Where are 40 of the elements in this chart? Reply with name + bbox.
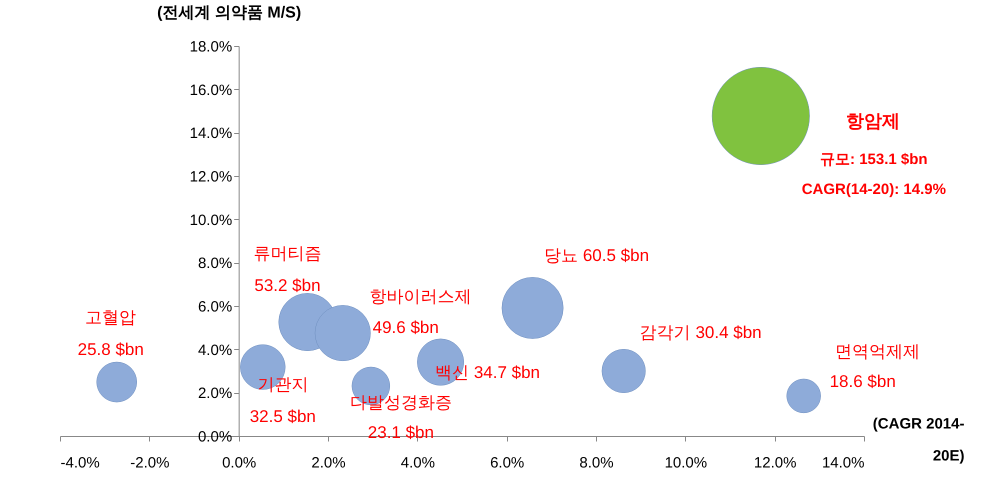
annotation: CAGR(14-20): 14.9% bbox=[802, 180, 946, 198]
annotation: 49.6 $bn bbox=[372, 318, 439, 338]
x-tick-label: 4.0% bbox=[400, 454, 435, 472]
annotation: 항암제 bbox=[846, 110, 900, 131]
x-tick-label: -4.0% bbox=[60, 454, 100, 472]
annotation: 다발성경화증 bbox=[350, 392, 452, 412]
annotation: 백신 34.7 $bn bbox=[435, 363, 540, 382]
x-tick-label: 2.0% bbox=[311, 454, 346, 472]
x-tick-label: 6.0% bbox=[490, 454, 524, 472]
annotation: 기관지 bbox=[257, 375, 308, 394]
y-axis-title: (전세계 의약품 M/S) bbox=[157, 4, 302, 22]
annotation: 25.8 $bn bbox=[78, 340, 144, 360]
annotation: 23.1 $bn bbox=[368, 422, 434, 442]
annotation: 류머티즘 bbox=[253, 244, 322, 264]
annotation: 53.2 $bn bbox=[254, 276, 321, 296]
x-tick-label: 12.0% bbox=[754, 454, 796, 472]
annotation: 규모: 153.1 $bn bbox=[820, 150, 928, 168]
y-tick-label: 2.0% bbox=[198, 385, 232, 402]
y-tick-label: 14.0% bbox=[190, 125, 232, 142]
annotation: 18.6 $bn bbox=[830, 372, 896, 391]
y-tick-label: 4.0% bbox=[198, 342, 232, 359]
y-tick-label: 0.0% bbox=[198, 428, 232, 446]
y-tick-label: 6.0% bbox=[198, 298, 232, 316]
x-tick-label: -2.0% bbox=[130, 454, 170, 472]
x-tick-label: 14.0% bbox=[822, 454, 864, 472]
annotation: 감각기 30.4 $bn bbox=[640, 323, 762, 342]
y-tick-label: 12.0% bbox=[190, 168, 232, 186]
y-tick-label: 10.0% bbox=[190, 212, 232, 229]
x-tick-label: 0.0% bbox=[222, 454, 256, 472]
annotation: 항바이러스제 bbox=[370, 287, 472, 306]
annotation: 당뇨 60.5 $bn bbox=[544, 246, 650, 265]
annotation: 면역억제제 bbox=[835, 342, 920, 361]
y-tick-label: 16.0% bbox=[190, 82, 232, 99]
y-tick-label: 8.0% bbox=[198, 255, 232, 272]
x-axis-title: (CAGR 2014-20E) bbox=[872, 416, 964, 464]
annotation: 32.5 $bn bbox=[250, 407, 316, 426]
annotation: 고혈압 bbox=[85, 308, 136, 328]
y-tick-label: 18.0% bbox=[190, 38, 232, 56]
x-tick-label: 10.0% bbox=[664, 454, 708, 472]
x-tick-label: 8.0% bbox=[579, 454, 614, 472]
